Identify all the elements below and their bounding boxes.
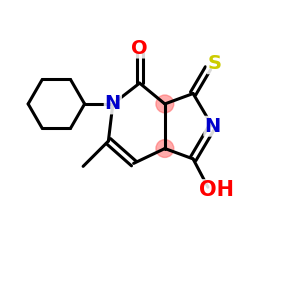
Text: O: O bbox=[131, 39, 148, 58]
Text: OH: OH bbox=[200, 180, 234, 200]
Text: S: S bbox=[208, 54, 221, 73]
Circle shape bbox=[156, 95, 174, 113]
Text: N: N bbox=[105, 94, 121, 113]
Text: N: N bbox=[204, 117, 220, 136]
Circle shape bbox=[156, 140, 174, 158]
